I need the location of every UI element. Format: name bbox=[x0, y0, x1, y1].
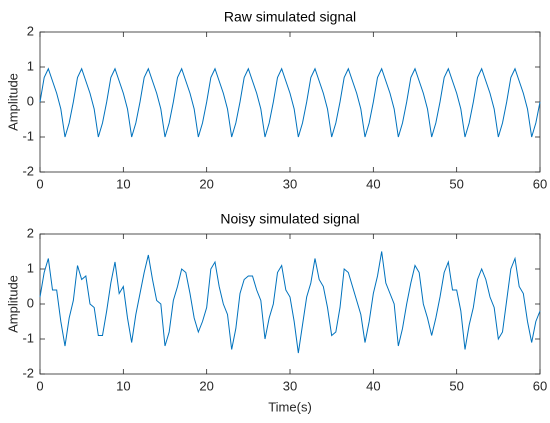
x-tick-label: 50 bbox=[449, 378, 463, 393]
y-tick-label: 1 bbox=[27, 58, 34, 73]
x-tick-label: 30 bbox=[283, 176, 297, 191]
signal-line bbox=[39, 67, 541, 138]
x-tick-label: 60 bbox=[533, 176, 547, 191]
chart-title: Noisy simulated signal bbox=[220, 211, 359, 227]
x-tick-label: 20 bbox=[199, 176, 213, 191]
y-tick-label: 2 bbox=[27, 225, 34, 240]
y-tick-label: 0 bbox=[27, 93, 34, 108]
axes-box bbox=[39, 31, 541, 173]
x-tick-label: 30 bbox=[283, 378, 297, 393]
x-tick-label: 50 bbox=[449, 176, 463, 191]
signal-line bbox=[39, 251, 541, 354]
axes-box bbox=[39, 233, 541, 375]
x-axis-label: Time(s) bbox=[268, 399, 312, 414]
x-tick-label: 20 bbox=[199, 378, 213, 393]
y-tick-label: 2 bbox=[27, 23, 34, 38]
y-tick-label: -1 bbox=[22, 330, 34, 345]
y-axis-label: Amplitude bbox=[5, 275, 20, 333]
y-tick-label: -1 bbox=[22, 128, 34, 143]
y-tick-label: -2 bbox=[22, 365, 34, 380]
x-tick-label: 60 bbox=[533, 378, 547, 393]
x-tick-label: 10 bbox=[116, 176, 130, 191]
x-tick-label: 40 bbox=[366, 176, 380, 191]
y-tick-label: -2 bbox=[22, 163, 34, 178]
y-axis-label: Amplitude bbox=[5, 73, 20, 131]
x-tick-label: 10 bbox=[116, 378, 130, 393]
x-tick-label: 40 bbox=[366, 378, 380, 393]
chart-title: Raw simulated signal bbox=[224, 9, 356, 25]
y-tick-label: 1 bbox=[27, 260, 34, 275]
y-tick-label: 0 bbox=[27, 295, 34, 310]
x-tick-label: 0 bbox=[36, 378, 43, 393]
x-tick-label: 0 bbox=[36, 176, 43, 191]
